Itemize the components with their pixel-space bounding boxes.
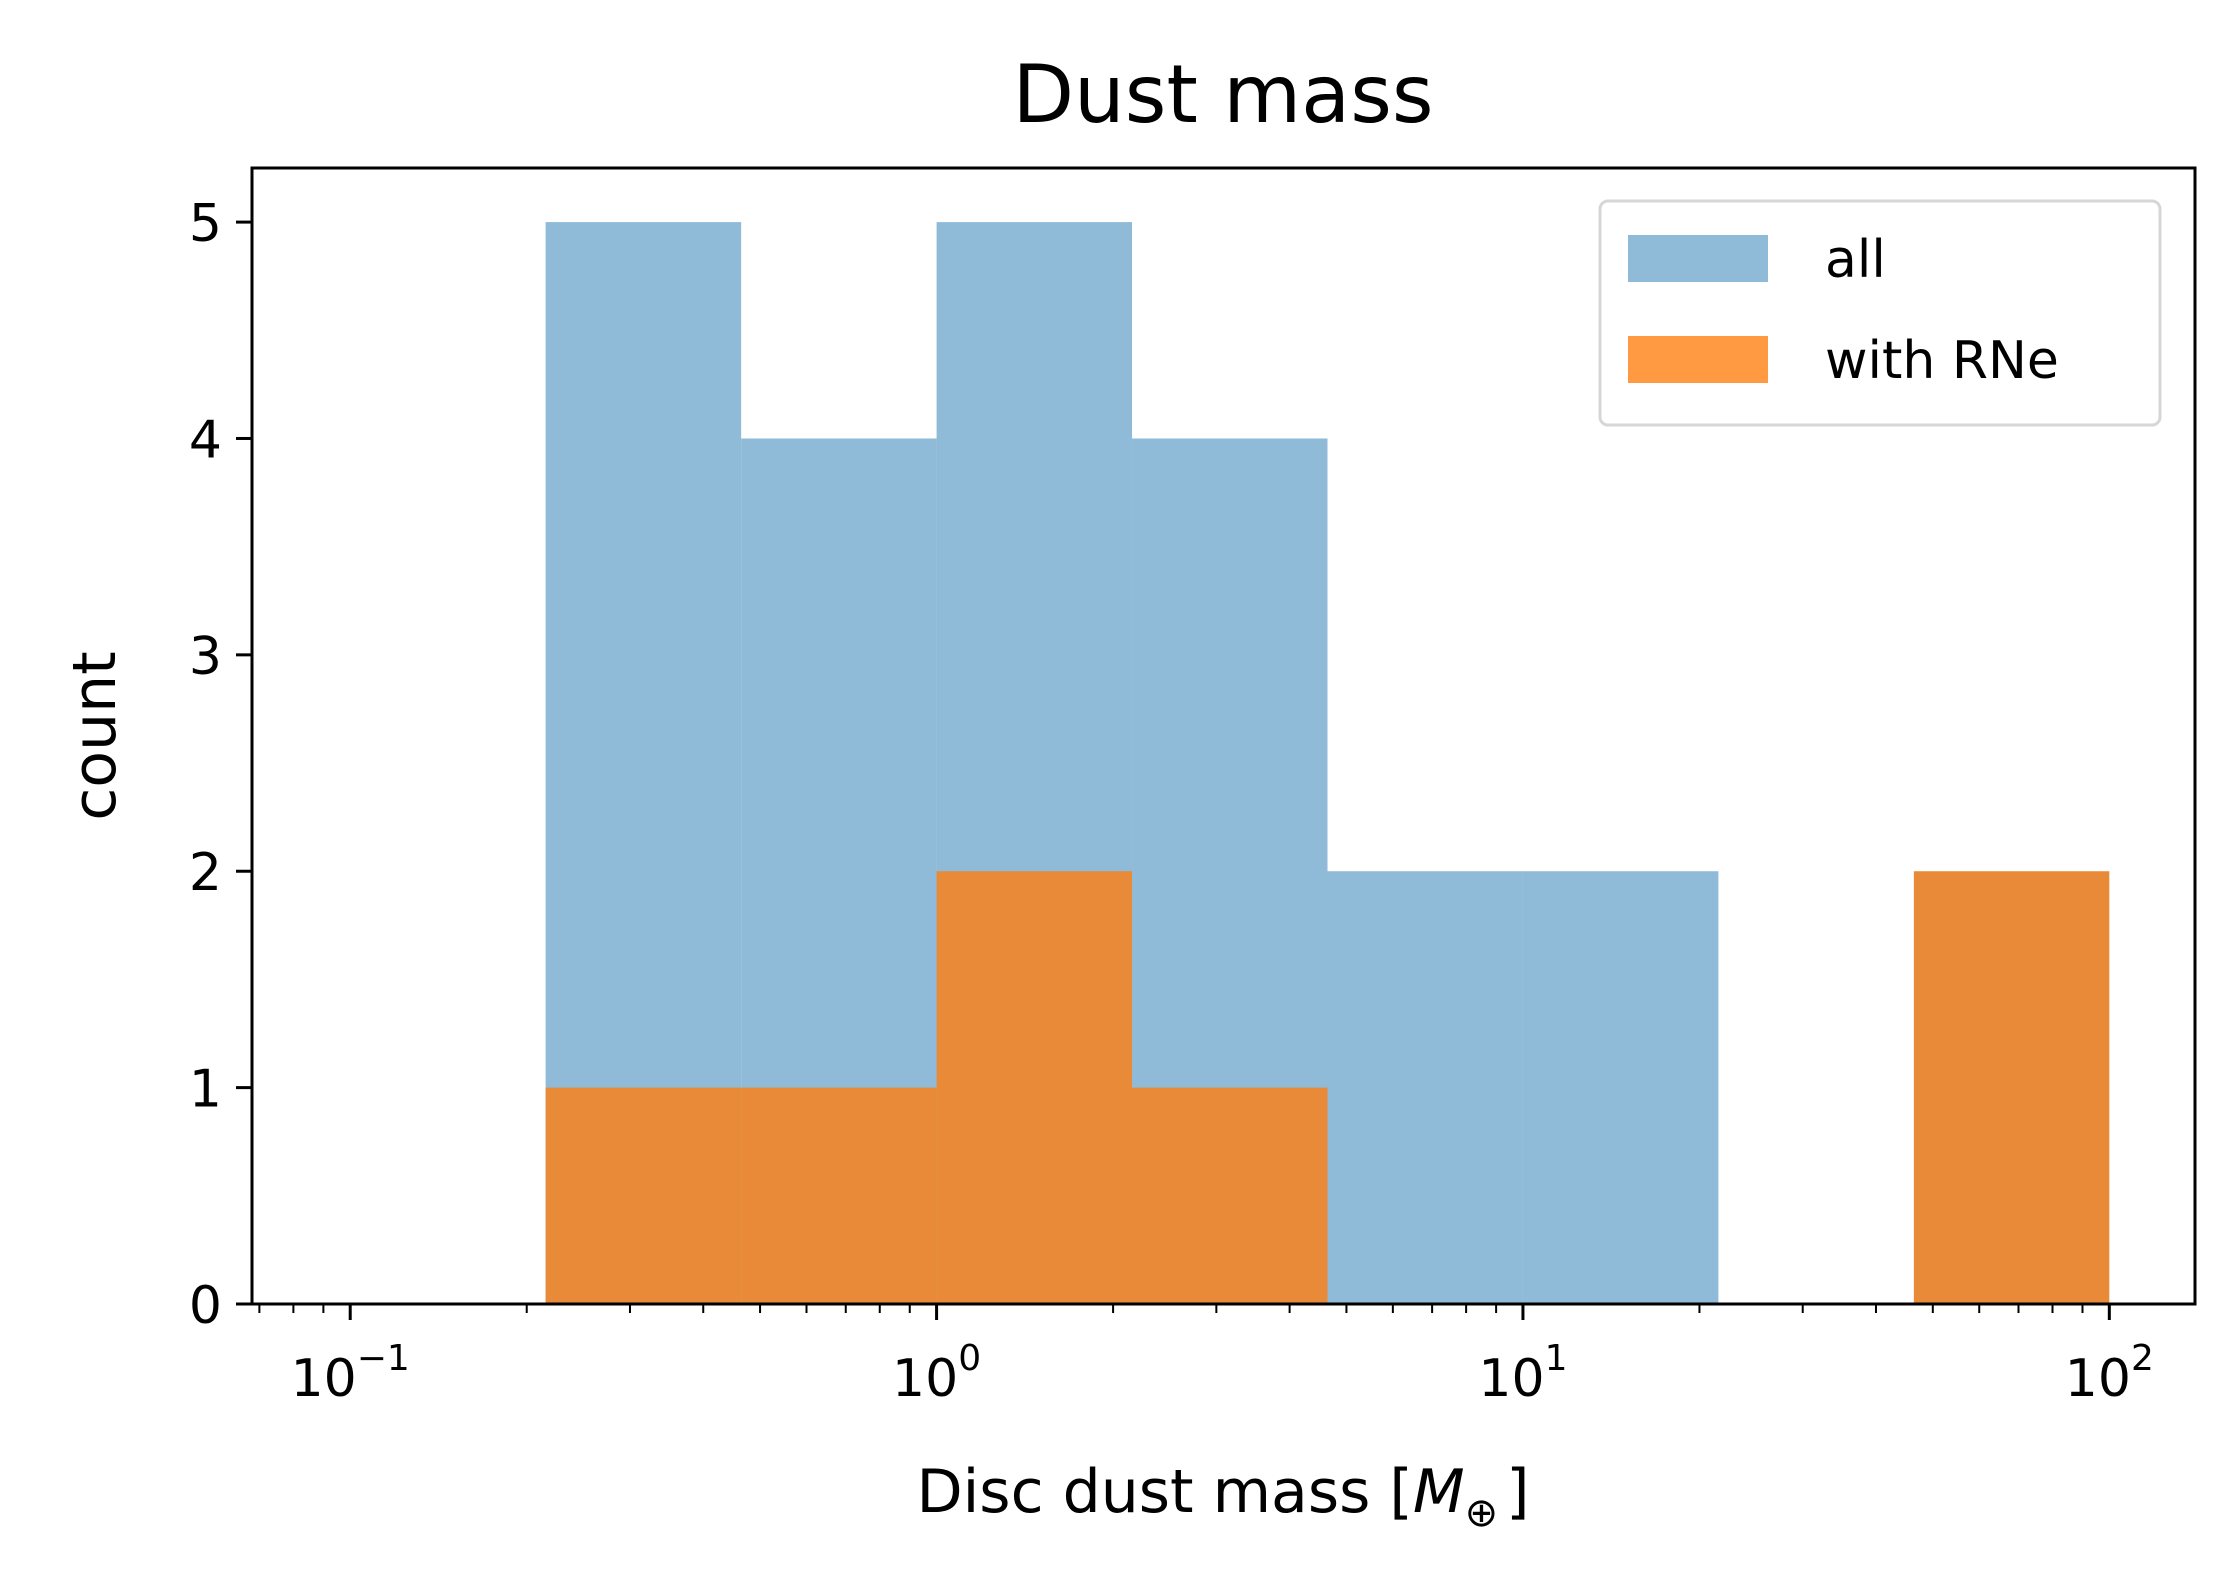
legend: all with RNe xyxy=(1598,199,2162,427)
y-tick-label: 3 xyxy=(189,627,222,687)
x-axis-label-symbol: M xyxy=(1413,1457,1465,1527)
bar-with-rne-bin-7 xyxy=(1913,871,2110,1304)
x-axis-label-subscript: ⊕ xyxy=(1465,1490,1499,1536)
legend-swatch-all xyxy=(1628,235,1768,282)
y-tick-label: 2 xyxy=(189,843,222,903)
bar-all-bin-5 xyxy=(1522,871,1719,1304)
chart-title: Dust mass xyxy=(1012,48,1433,141)
x-tick-label: 100 xyxy=(892,1338,981,1409)
y-tick-label: 1 xyxy=(189,1060,222,1120)
x-axis-label-main: Disc dust mass [ xyxy=(916,1457,1412,1527)
bar-all-bin-4 xyxy=(1327,871,1523,1304)
legend-swatch-with-rne xyxy=(1628,336,1768,383)
bars-layer xyxy=(545,222,2110,1305)
legend-label-all: all xyxy=(1825,230,1886,290)
x-tick-label: 10−1 xyxy=(291,1338,410,1409)
y-tick-label: 4 xyxy=(189,410,222,470)
x-tick-label: 102 xyxy=(2065,1338,2154,1409)
y-tick-label: 5 xyxy=(189,194,222,254)
x-axis-label: Disc dust mass [M⊕] xyxy=(916,1457,1529,1536)
y-tick-label: 0 xyxy=(189,1276,222,1336)
ticks-layer: 0 1 2 3 4 5 10−1 100 101 102 xyxy=(189,194,2154,1409)
x-axis-label-close: ] xyxy=(1506,1457,1529,1527)
legend-label-with-rne: with RNe xyxy=(1825,331,2059,391)
bar-with-rne-bin-0 xyxy=(545,1087,742,1304)
bar-with-rne-bin-1 xyxy=(741,1087,937,1304)
x-tick-label: 101 xyxy=(1478,1338,1567,1409)
bar-with-rne-bin-2 xyxy=(936,871,1133,1304)
bar-with-rne-bin-3 xyxy=(1132,1087,1328,1304)
plot-frame xyxy=(250,166,2197,1306)
y-axis-label: count xyxy=(60,651,130,820)
